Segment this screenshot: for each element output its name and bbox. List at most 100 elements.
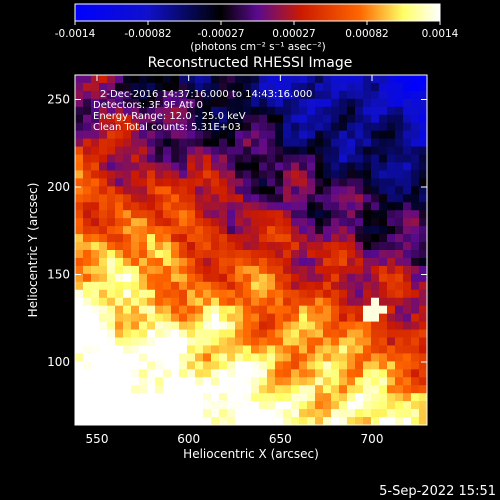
- heatmap-cell: [155, 393, 164, 402]
- heatmap-cell: [91, 329, 100, 338]
- heatmap-cell: [155, 361, 164, 370]
- heatmap-cell: [83, 154, 92, 163]
- heatmap-cell: [235, 234, 244, 243]
- heatmap-cell: [315, 377, 324, 386]
- heatmap-cell: [307, 385, 316, 394]
- heatmap-cell: [299, 170, 308, 179]
- heatmap-cell: [227, 257, 236, 267]
- heatmap-cell: [307, 305, 316, 315]
- heatmap-cell: [163, 226, 172, 235]
- heatmap-cell: [315, 281, 324, 291]
- heatmap-cell: [267, 242, 276, 251]
- heatmap-cell: [331, 281, 340, 291]
- heatmap-cell: [347, 242, 356, 251]
- heatmap-cell: [299, 353, 308, 362]
- heatmap-cell: [411, 186, 420, 195]
- heatmap-cell: [339, 75, 348, 84]
- heatmap-cell: [219, 242, 228, 251]
- heatmap-cell: [187, 202, 196, 211]
- heatmap-cell: [99, 305, 108, 315]
- heatmap-cell: [371, 146, 380, 155]
- heatmap-cell: [219, 82, 228, 92]
- heatmap-cell: [139, 409, 148, 418]
- heatmap-cell: [83, 242, 92, 251]
- heatmap-cell: [99, 82, 108, 92]
- heatmap-cell: [171, 186, 180, 195]
- heatmap-cell: [323, 281, 332, 291]
- heatmap-cell: [307, 401, 316, 410]
- heatmap-cell: [363, 297, 372, 307]
- heatmap-cell: [115, 409, 124, 418]
- heatmap-cell: [419, 257, 427, 267]
- heatmap-cell: [131, 377, 140, 386]
- heatmap-cell: [259, 401, 268, 410]
- heatmap-cell: [291, 242, 300, 251]
- heatmap-cell: [403, 257, 412, 267]
- heatmap-cell: [363, 305, 372, 315]
- heatmap-cell: [211, 82, 220, 92]
- heatmap-cell: [331, 170, 340, 179]
- heatmap-cell: [347, 289, 356, 299]
- heatmap-cell: [123, 154, 132, 163]
- heatmap-cell: [347, 98, 356, 108]
- heatmap-cell: [307, 250, 316, 259]
- heatmap-cell: [275, 417, 284, 425]
- heatmap-cell: [371, 186, 380, 195]
- heatmap-cell: [99, 194, 108, 203]
- heatmap-cell: [387, 186, 396, 195]
- heatmap-cell: [267, 329, 276, 338]
- heatmap-cell: [75, 75, 84, 84]
- heatmap-cell: [419, 154, 427, 163]
- heatmap-cell: [291, 401, 300, 410]
- heatmap-cell: [347, 377, 356, 386]
- heatmap-cell: [291, 202, 300, 211]
- heatmap-cell: [227, 226, 236, 235]
- heatmap-cell: [347, 146, 356, 155]
- heatmap-cell: [211, 297, 220, 307]
- heatmap-cell: [387, 345, 396, 354]
- heatmap-cell: [259, 138, 268, 147]
- heatmap-cell: [75, 377, 84, 386]
- heatmap-cell: [235, 106, 244, 116]
- heatmap-cell: [83, 289, 92, 299]
- heatmap-cell: [115, 353, 124, 362]
- heatmap-cell: [75, 361, 84, 370]
- heatmap-cell: [235, 90, 244, 100]
- heatmap-cell: [107, 250, 116, 259]
- heatmap-cell: [259, 194, 268, 203]
- heatmap-cell: [355, 401, 364, 410]
- heatmap-cell: [395, 186, 404, 195]
- heatmap-cell: [339, 122, 348, 132]
- heatmap-cell: [211, 186, 220, 195]
- heatmap-cell: [195, 313, 204, 322]
- heatmap-cell: [211, 250, 220, 259]
- heatmap-cell: [291, 178, 300, 187]
- heatmap-cell: [307, 162, 316, 171]
- heatmap-cell: [99, 154, 108, 163]
- heatmap-cell: [339, 393, 348, 402]
- heatmap-cell: [171, 289, 180, 299]
- heatmap-cell: [355, 170, 364, 179]
- heatmap-cell: [83, 138, 92, 147]
- heatmap-cell: [131, 313, 140, 322]
- heatmap-cell: [123, 409, 132, 418]
- heatmap-cell: [163, 337, 172, 346]
- heatmap-cell: [347, 321, 356, 330]
- heatmap-cell: [75, 353, 84, 362]
- heatmap-cell: [171, 321, 180, 330]
- heatmap-cell: [267, 321, 276, 330]
- heatmap-cell: [259, 162, 268, 171]
- heatmap-cell: [299, 146, 308, 155]
- heatmap-cell: [419, 297, 427, 307]
- heatmap-cell: [291, 409, 300, 418]
- heatmap-cell: [211, 273, 220, 283]
- heatmap-cell: [299, 281, 308, 291]
- heatmap-cell: [323, 265, 332, 275]
- heatmap-cell: [403, 289, 412, 299]
- heatmap-cell: [203, 337, 212, 346]
- heatmap-cell: [395, 353, 404, 362]
- heatmap-cell: [259, 297, 268, 307]
- heatmap-cell: [243, 409, 252, 418]
- heatmap-cell: [155, 162, 164, 171]
- heatmap-cell: [323, 162, 332, 171]
